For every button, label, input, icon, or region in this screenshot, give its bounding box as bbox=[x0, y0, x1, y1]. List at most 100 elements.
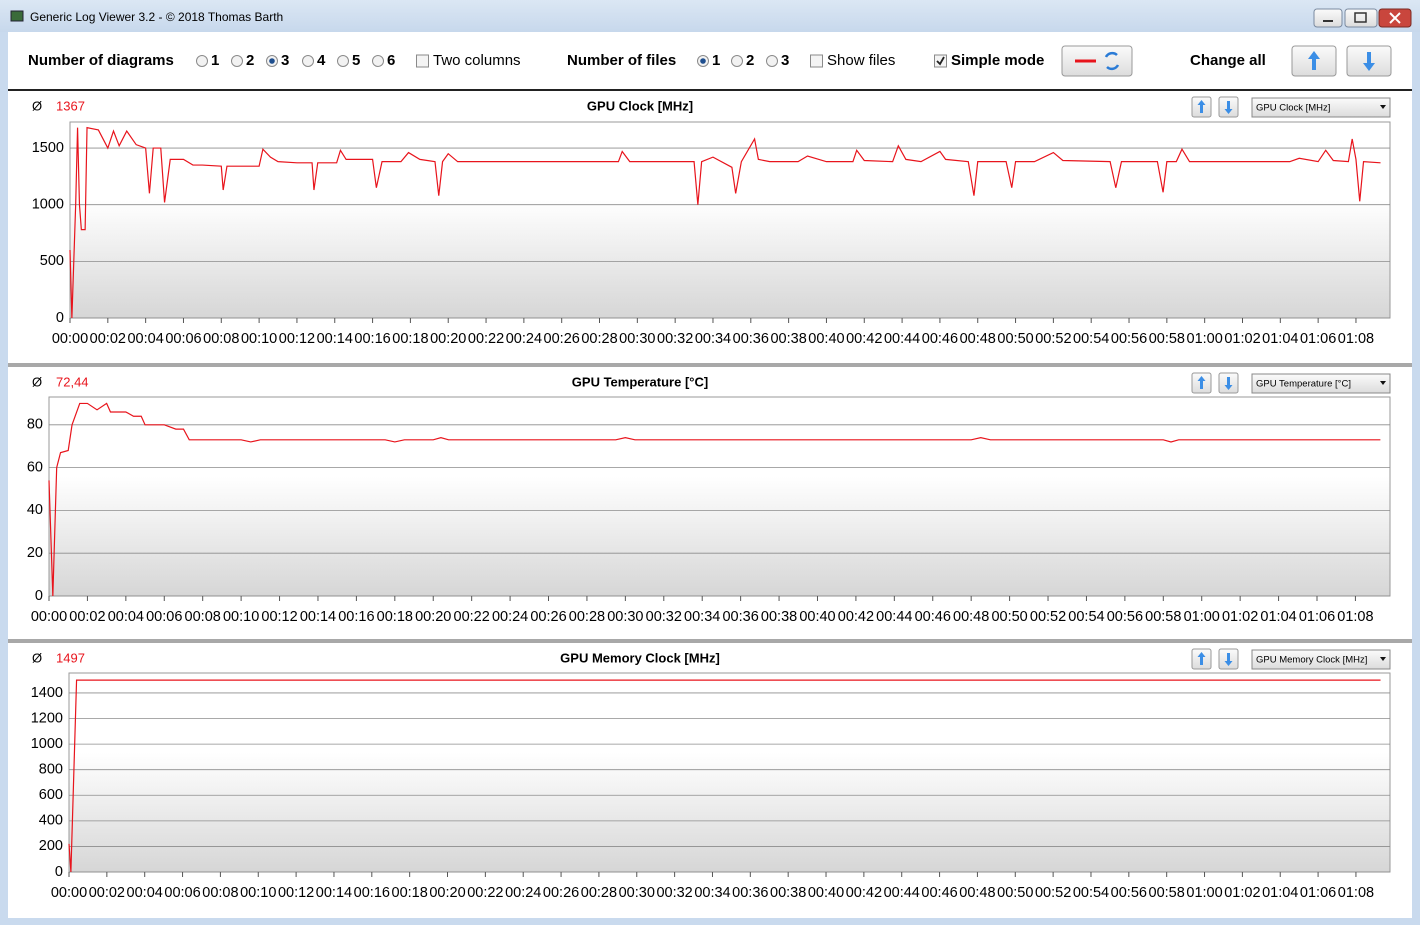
color-swap-button[interactable] bbox=[1061, 45, 1133, 77]
x-tick-label: 00:02 bbox=[69, 609, 105, 625]
x-tick-label: 00:18 bbox=[392, 885, 428, 901]
x-tick-label: 00:34 bbox=[684, 609, 720, 625]
x-tick-label: 01:04 bbox=[1262, 331, 1298, 347]
x-tick-label: 00:14 bbox=[300, 609, 336, 625]
x-tick-label: 00:40 bbox=[808, 885, 844, 901]
diagram-radio-label: 5 bbox=[352, 52, 360, 69]
x-tick-label: 00:46 bbox=[921, 885, 957, 901]
y-tick-label: 600 bbox=[39, 787, 63, 803]
channel-selector-text: GPU Temperature [°C] bbox=[1256, 379, 1351, 390]
channel-selector[interactable] bbox=[1251, 373, 1391, 394]
diagram-radio[interactable] bbox=[337, 55, 349, 67]
channel-selector[interactable] bbox=[1251, 97, 1391, 118]
arrow-icon bbox=[1224, 653, 1233, 666]
avg-symbol: Ø bbox=[32, 98, 42, 113]
x-tick-label: 00:48 bbox=[953, 609, 989, 625]
x-tick-label: 01:08 bbox=[1338, 885, 1374, 901]
x-tick-label: 00:46 bbox=[915, 609, 951, 625]
y-tick-label: 1200 bbox=[31, 710, 63, 726]
y-tick-label: 80 bbox=[27, 417, 43, 433]
x-tick-label: 00:06 bbox=[165, 331, 201, 347]
x-tick-label: 00:14 bbox=[317, 331, 353, 347]
files-label: Number of files bbox=[567, 52, 676, 69]
x-tick-label: 00:38 bbox=[761, 609, 797, 625]
x-tick-label: 00:22 bbox=[467, 885, 503, 901]
x-tick-label: 00:08 bbox=[202, 885, 238, 901]
x-tick-label: 00:36 bbox=[733, 331, 769, 347]
show-files-checkbox[interactable] bbox=[810, 54, 823, 68]
x-tick-label: 00:32 bbox=[657, 331, 693, 347]
x-tick-label: 00:16 bbox=[354, 885, 390, 901]
arrow-icon bbox=[1224, 101, 1233, 114]
x-tick-label: 00:30 bbox=[619, 331, 655, 347]
x-tick-label: 01:04 bbox=[1262, 885, 1298, 901]
y-tick-label: 500 bbox=[40, 253, 64, 269]
x-tick-label: 00:34 bbox=[694, 885, 730, 901]
x-tick-label: 00:56 bbox=[1111, 885, 1147, 901]
file-radio[interactable] bbox=[731, 55, 743, 67]
y-tick-label: 0 bbox=[55, 864, 63, 880]
channel-selector[interactable] bbox=[1251, 649, 1391, 670]
plot-area bbox=[48, 396, 1391, 597]
y-tick-label: 0 bbox=[35, 588, 43, 604]
x-tick-label: 00:56 bbox=[1111, 331, 1147, 347]
x-tick-label: 00:44 bbox=[876, 609, 912, 625]
file-radio[interactable] bbox=[766, 55, 778, 67]
minimize-button[interactable] bbox=[1313, 8, 1343, 28]
x-tick-label: 01:02 bbox=[1224, 885, 1260, 901]
x-tick-label: 00:18 bbox=[392, 331, 428, 347]
x-tick-label: 00:00 bbox=[52, 331, 88, 347]
x-tick-label: 00:36 bbox=[732, 885, 768, 901]
y-tick-label: 1000 bbox=[32, 197, 64, 213]
x-tick-label: 00:44 bbox=[884, 331, 920, 347]
channel-selector-text: GPU Clock [MHz] bbox=[1256, 103, 1330, 114]
x-tick-label: 00:58 bbox=[1145, 609, 1181, 625]
diagram-radio[interactable] bbox=[302, 55, 314, 67]
x-tick-label: 00:12 bbox=[279, 331, 315, 347]
x-tick-label: 00:24 bbox=[505, 885, 541, 901]
two-columns-checkbox[interactable] bbox=[416, 54, 429, 68]
arrow-icon bbox=[1197, 376, 1206, 389]
x-tick-label: 00:24 bbox=[492, 609, 528, 625]
x-tick-label: 00:00 bbox=[51, 885, 87, 901]
maximize-button[interactable] bbox=[1344, 8, 1378, 28]
y-tick-label: 400 bbox=[39, 813, 63, 829]
x-tick-label: 01:06 bbox=[1299, 609, 1335, 625]
file-radio-label: 3 bbox=[781, 52, 789, 69]
x-tick-label: 00:28 bbox=[581, 331, 617, 347]
dropdown-arrow bbox=[1380, 657, 1386, 661]
x-tick-label: 00:52 bbox=[1035, 331, 1071, 347]
x-tick-label: 00:58 bbox=[1149, 885, 1185, 901]
diagram-radio[interactable] bbox=[372, 55, 384, 67]
x-tick-label: 00:22 bbox=[454, 609, 490, 625]
diagram-radio-label: 1 bbox=[211, 52, 219, 69]
show-files-label: Show files bbox=[827, 52, 895, 69]
arrow-icon bbox=[1224, 377, 1233, 390]
channel-selector-text: GPU Memory Clock [MHz] bbox=[1256, 655, 1367, 666]
y-tick-label: 1500 bbox=[32, 140, 64, 156]
x-tick-label: 00:20 bbox=[415, 609, 451, 625]
x-tick-label: 00:20 bbox=[430, 331, 466, 347]
x-tick-label: 00:50 bbox=[997, 885, 1033, 901]
x-tick-label: 00:54 bbox=[1073, 331, 1109, 347]
x-tick-label: 00:46 bbox=[922, 331, 958, 347]
x-tick-label: 00:08 bbox=[185, 609, 221, 625]
simple-mode-checkbox[interactable] bbox=[934, 54, 947, 68]
x-tick-label: 00:24 bbox=[506, 331, 542, 347]
data-line bbox=[48, 402, 1381, 597]
x-tick-label: 00:38 bbox=[770, 885, 806, 901]
diagram-radio-dot bbox=[269, 58, 275, 64]
x-tick-label: 00:56 bbox=[1107, 609, 1143, 625]
diagram-radio-label: 6 bbox=[387, 52, 395, 69]
arrow-icon bbox=[1197, 100, 1206, 113]
x-tick-label: 00:02 bbox=[90, 331, 126, 347]
avg-symbol: Ø bbox=[32, 650, 42, 665]
x-tick-label: 00:16 bbox=[354, 331, 390, 347]
diagram-radio[interactable] bbox=[231, 55, 243, 67]
x-tick-label: 00:02 bbox=[89, 885, 125, 901]
diagram-radio[interactable] bbox=[196, 55, 208, 67]
x-tick-label: 00:38 bbox=[770, 331, 806, 347]
x-tick-label: 00:42 bbox=[838, 609, 874, 625]
x-tick-label: 01:06 bbox=[1300, 885, 1336, 901]
